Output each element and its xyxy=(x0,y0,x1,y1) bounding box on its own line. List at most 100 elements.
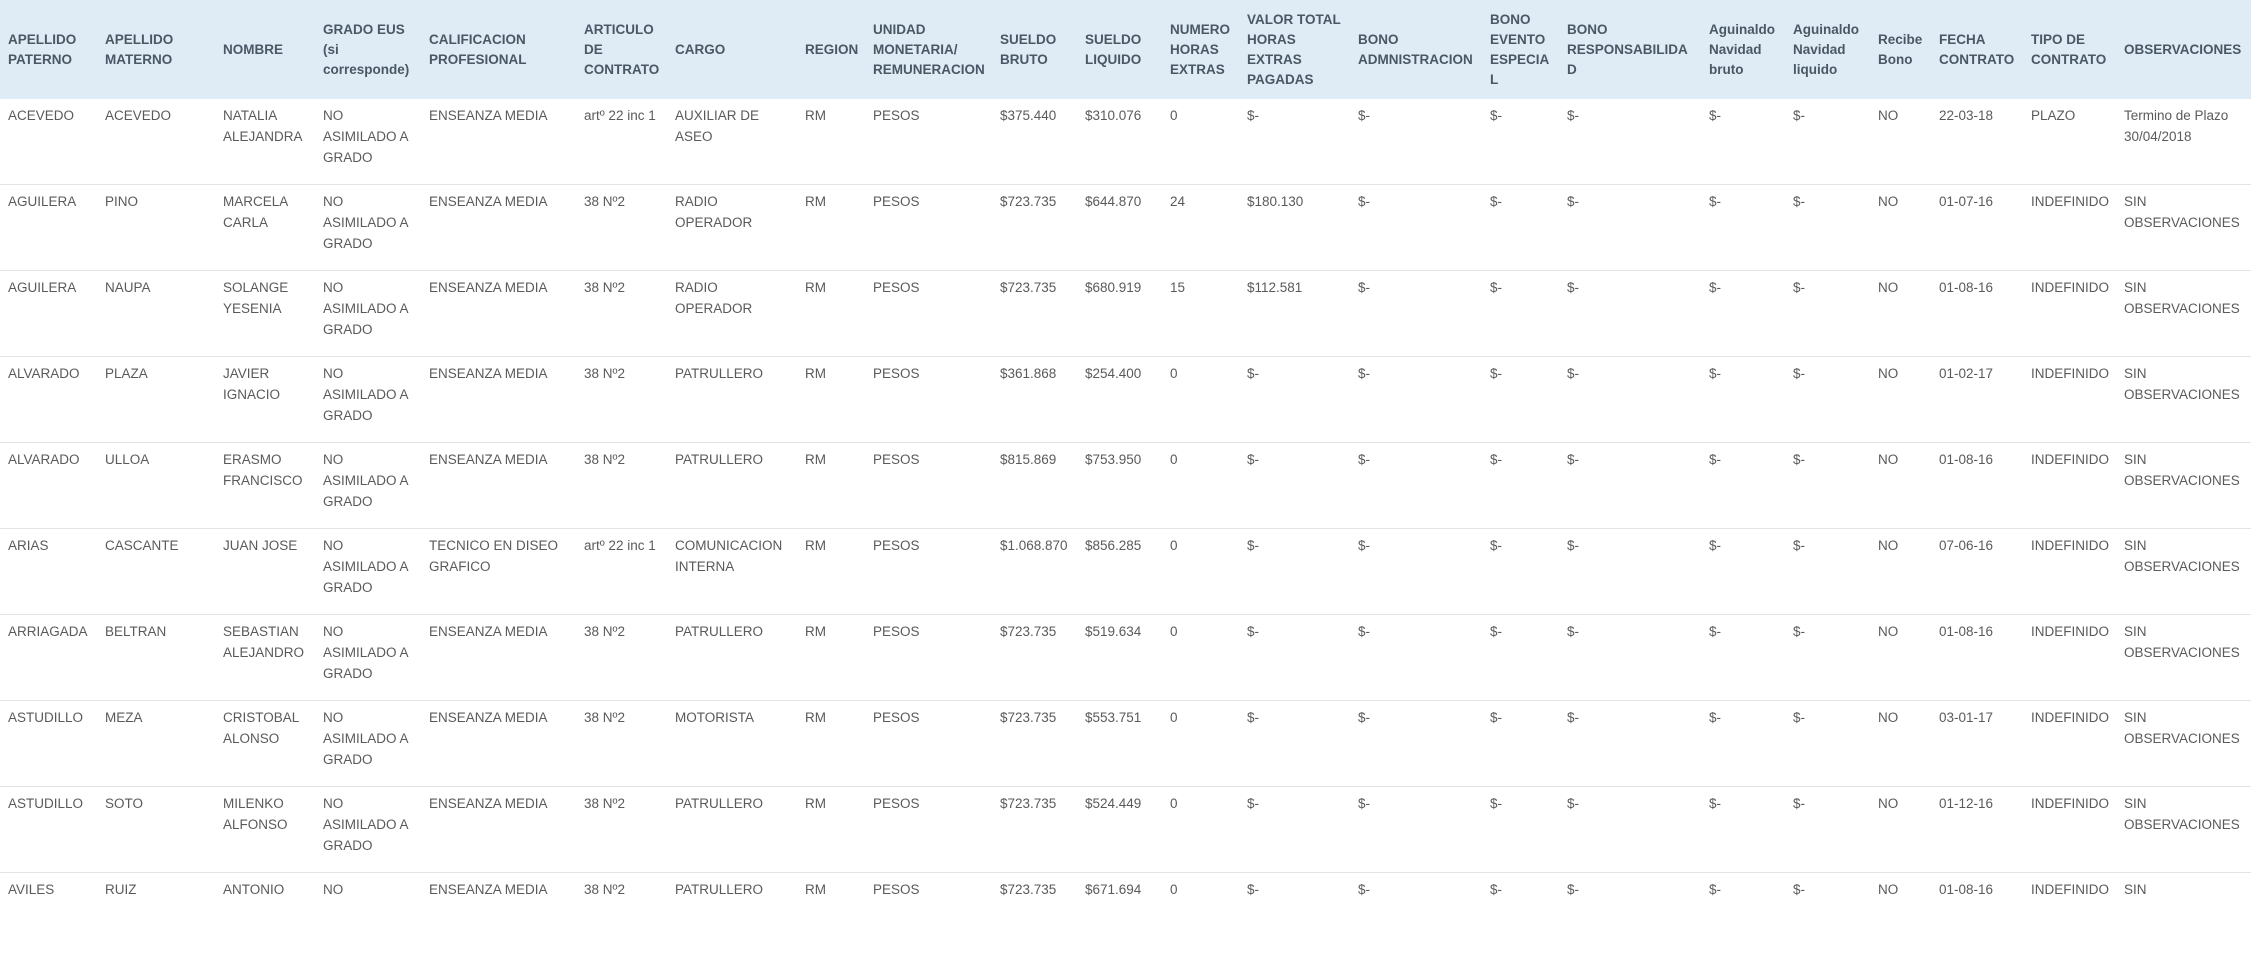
cell-valor-horas-extras: $112.581 xyxy=(1239,271,1350,357)
cell-bono-administracion: $- xyxy=(1350,529,1482,615)
cell-aguinaldo-navidad-bruto: $- xyxy=(1701,357,1785,443)
cell-valor-horas-extras: $- xyxy=(1239,873,1350,958)
cell-sueldo-liquido: $254.400 xyxy=(1077,357,1162,443)
cell-observaciones: SIN OBSERVACIONES xyxy=(2116,185,2251,271)
column-header-aguinaldo-navidad-bruto: Aguinaldo Navidad bruto xyxy=(1701,0,1785,99)
cell-recibe-bono: NO xyxy=(1870,615,1931,701)
cell-valor-horas-extras: $- xyxy=(1239,787,1350,873)
cell-grado-eus: NO ASIMILADO A GRADO xyxy=(315,701,421,787)
cell-sueldo-liquido: $671.694 xyxy=(1077,873,1162,958)
cell-nombre: ERASMO FRANCISCO xyxy=(215,443,315,529)
cell-apellido-materno: MEZA xyxy=(97,701,215,787)
cell-fecha-contrato: 01-07-16 xyxy=(1931,185,2023,271)
cell-unidad-monetaria: PESOS xyxy=(865,99,992,185)
cell-articulo-contrato: 38 Nº2 xyxy=(576,271,667,357)
cell-bono-responsabilidad: $- xyxy=(1559,701,1701,787)
cell-bono-evento-especial: $- xyxy=(1482,787,1559,873)
cell-fecha-contrato: 01-08-16 xyxy=(1931,873,2023,958)
cell-nombre: MARCELA CARLA xyxy=(215,185,315,271)
cell-valor-horas-extras: $- xyxy=(1239,99,1350,185)
cell-calificacion-profesional: ENSEANZA MEDIA xyxy=(421,873,576,958)
cell-bono-evento-especial: $- xyxy=(1482,701,1559,787)
cell-grado-eus: NO ASIMILADO A GRADO xyxy=(315,185,421,271)
cell-cargo: AUXILIAR DE ASEO xyxy=(667,99,797,185)
cell-fecha-contrato: 01-12-16 xyxy=(1931,787,2023,873)
cell-fecha-contrato: 01-08-16 xyxy=(1931,615,2023,701)
cell-bono-administracion: $- xyxy=(1350,185,1482,271)
cell-bono-responsabilidad: $- xyxy=(1559,185,1701,271)
cell-numero-horas-extras: 0 xyxy=(1162,529,1239,615)
cell-sueldo-liquido: $524.449 xyxy=(1077,787,1162,873)
cell-apellido-materno: PINO xyxy=(97,185,215,271)
cell-bono-evento-especial: $- xyxy=(1482,271,1559,357)
cell-bono-evento-especial: $- xyxy=(1482,529,1559,615)
cell-tipo-contrato: INDEFINIDO xyxy=(2023,443,2116,529)
column-header-fecha-contrato: FECHA CONTRATO xyxy=(1931,0,2023,99)
cell-apellido-paterno: ALVARADO xyxy=(0,443,97,529)
cell-calificacion-profesional: ENSEANZA MEDIA xyxy=(421,99,576,185)
cell-recibe-bono: NO xyxy=(1870,529,1931,615)
column-header-articulo-contrato: ARTICULO DE CONTRATO xyxy=(576,0,667,99)
cell-bono-administracion: $- xyxy=(1350,873,1482,958)
cell-observaciones: SIN OBSERVACIONES xyxy=(2116,271,2251,357)
column-header-nombre: NOMBRE xyxy=(215,0,315,99)
cell-tipo-contrato: INDEFINIDO xyxy=(2023,529,2116,615)
cell-apellido-paterno: AGUILERA xyxy=(0,271,97,357)
cell-unidad-monetaria: PESOS xyxy=(865,357,992,443)
cell-aguinaldo-navidad-bruto: $- xyxy=(1701,185,1785,271)
cell-observaciones: SIN xyxy=(2116,873,2251,958)
cell-sueldo-liquido: $644.870 xyxy=(1077,185,1162,271)
cell-numero-horas-extras: 0 xyxy=(1162,787,1239,873)
cell-apellido-paterno: ASTUDILLO xyxy=(0,787,97,873)
cell-sueldo-liquido: $680.919 xyxy=(1077,271,1162,357)
cell-tipo-contrato: INDEFINIDO xyxy=(2023,615,2116,701)
cell-nombre: MILENKO ALFONSO xyxy=(215,787,315,873)
cell-apellido-materno: ACEVEDO xyxy=(97,99,215,185)
cell-bono-administracion: $- xyxy=(1350,271,1482,357)
cell-aguinaldo-navidad-bruto: $- xyxy=(1701,787,1785,873)
cell-observaciones: SIN OBSERVACIONES xyxy=(2116,615,2251,701)
cell-numero-horas-extras: 0 xyxy=(1162,615,1239,701)
cell-sueldo-liquido: $310.076 xyxy=(1077,99,1162,185)
cell-apellido-paterno: ACEVEDO xyxy=(0,99,97,185)
cell-tipo-contrato: INDEFINIDO xyxy=(2023,873,2116,958)
cell-recibe-bono: NO xyxy=(1870,185,1931,271)
cell-aguinaldo-navidad-bruto: $- xyxy=(1701,99,1785,185)
cell-observaciones: SIN OBSERVACIONES xyxy=(2116,443,2251,529)
cell-region: RM xyxy=(797,99,865,185)
cell-grado-eus: NO ASIMILADO A GRADO xyxy=(315,529,421,615)
cell-fecha-contrato: 03-01-17 xyxy=(1931,701,2023,787)
cell-unidad-monetaria: PESOS xyxy=(865,529,992,615)
column-header-apellido-materno: APELLIDO MATERNO xyxy=(97,0,215,99)
cell-bono-evento-especial: $- xyxy=(1482,357,1559,443)
column-header-cargo: CARGO xyxy=(667,0,797,99)
cell-articulo-contrato: artº 22 inc 1 xyxy=(576,99,667,185)
cell-sueldo-liquido: $753.950 xyxy=(1077,443,1162,529)
cell-sueldo-liquido: $553.751 xyxy=(1077,701,1162,787)
cell-tipo-contrato: INDEFINIDO xyxy=(2023,185,2116,271)
cell-unidad-monetaria: PESOS xyxy=(865,615,992,701)
cell-sueldo-bruto: $815.869 xyxy=(992,443,1077,529)
cell-aguinaldo-navidad-bruto: $- xyxy=(1701,873,1785,958)
cell-aguinaldo-navidad-bruto: $- xyxy=(1701,615,1785,701)
cell-apellido-paterno: ARRIAGADA xyxy=(0,615,97,701)
cell-observaciones: SIN OBSERVACIONES xyxy=(2116,787,2251,873)
cell-unidad-monetaria: PESOS xyxy=(865,185,992,271)
cell-calificacion-profesional: ENSEANZA MEDIA xyxy=(421,271,576,357)
cell-cargo: RADIO OPERADOR xyxy=(667,185,797,271)
cell-grado-eus: NO xyxy=(315,873,421,958)
cell-bono-administracion: $- xyxy=(1350,701,1482,787)
cell-recibe-bono: NO xyxy=(1870,873,1931,958)
cell-apellido-materno: CASCANTE xyxy=(97,529,215,615)
cell-bono-administracion: $- xyxy=(1350,99,1482,185)
cell-numero-horas-extras: 15 xyxy=(1162,271,1239,357)
cell-bono-evento-especial: $- xyxy=(1482,443,1559,529)
cell-grado-eus: NO ASIMILADO A GRADO xyxy=(315,99,421,185)
cell-sueldo-bruto: $375.440 xyxy=(992,99,1077,185)
